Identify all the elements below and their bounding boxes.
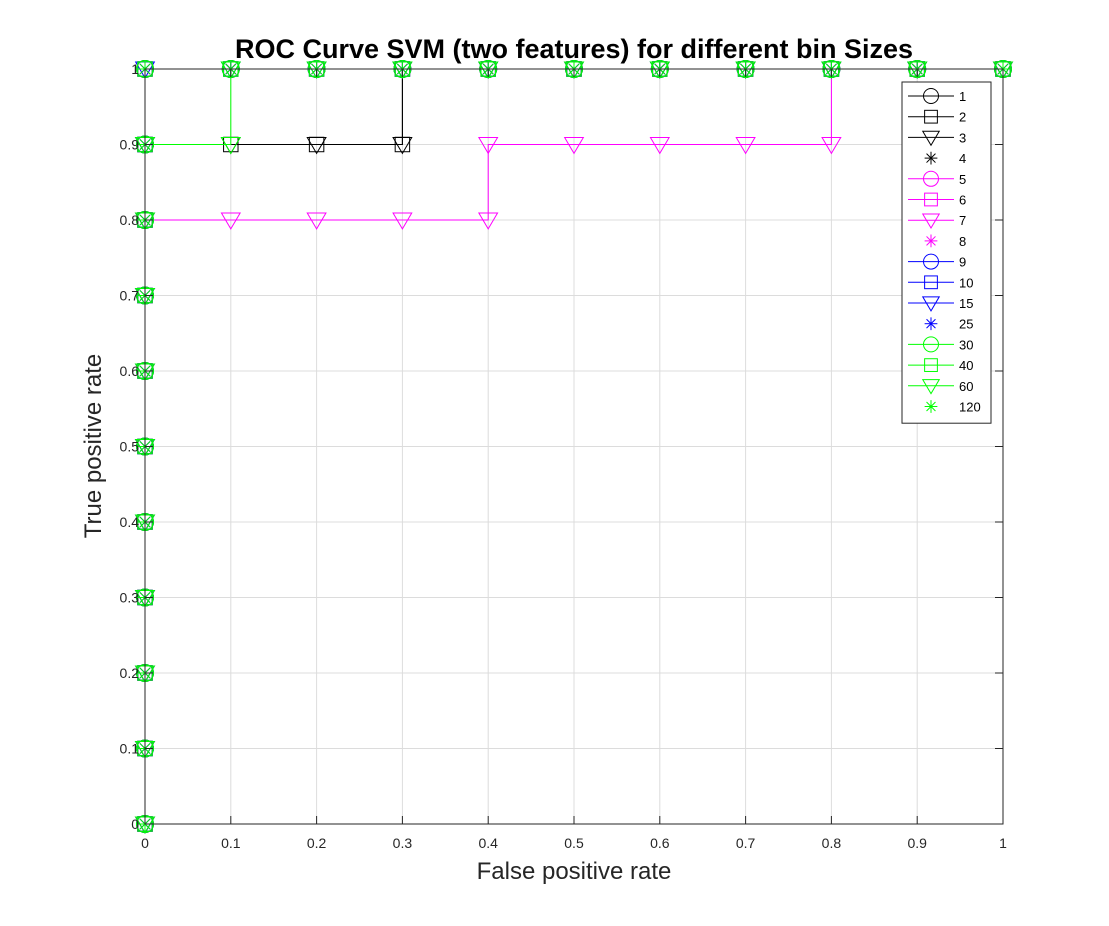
legend-marker xyxy=(924,151,938,165)
legend-label: 60 xyxy=(959,379,973,394)
legend-label: 9 xyxy=(959,255,966,270)
legend-item: 4 xyxy=(924,151,966,166)
legend-marker xyxy=(923,170,939,187)
legend-label: 7 xyxy=(959,213,966,228)
legend-marker xyxy=(923,253,939,270)
data-point xyxy=(563,136,585,155)
legend-item: 15 xyxy=(908,296,973,312)
x-tick-label: 1 xyxy=(999,835,1007,851)
ticks: 0 0.1 0.2 0.3 0.4 0.5 0.6 0.7 0.8 0.9 100.10.20.30… xyxy=(120,61,1008,851)
x-tick-label: 0.1 xyxy=(221,835,241,851)
legend-marker xyxy=(923,88,939,104)
legend-item: 40 xyxy=(908,358,973,373)
data-point xyxy=(306,136,327,155)
legend: 1 2 3 4 5 6 7 8 9 10 15 25 30 40 60 120 xyxy=(901,81,992,424)
x-tick-label: 0.8 xyxy=(822,835,842,851)
legend-marker xyxy=(923,336,939,353)
y-tick-label: 0.3 xyxy=(120,590,140,606)
legend-label: 15 xyxy=(959,296,973,311)
legend-label: 120 xyxy=(959,400,981,415)
y-tick-label: 0.1 xyxy=(120,741,140,757)
legend-label: 8 xyxy=(959,234,966,249)
y-tick-label: 0.6 xyxy=(120,363,140,379)
y-tick-label: 0.9 xyxy=(120,137,140,153)
legend-label: 2 xyxy=(959,110,966,125)
legend-label: 25 xyxy=(959,317,973,332)
legend-item: 5 xyxy=(908,170,966,187)
data-point xyxy=(477,212,499,230)
data-point xyxy=(220,136,242,155)
data-point xyxy=(306,212,327,230)
legend-item: 6 xyxy=(908,193,966,208)
legend-marker xyxy=(924,275,938,290)
data-point xyxy=(735,136,756,155)
legend-item: 120 xyxy=(924,400,981,415)
legend-marker xyxy=(921,213,941,230)
legend-label: 5 xyxy=(959,172,966,187)
x-tick-label: 0.2 xyxy=(307,835,327,851)
chart-title: ROC Curve SVM (two features) for differe… xyxy=(235,34,913,64)
legend-item: 60 xyxy=(908,379,973,395)
y-tick-label: 0.5 xyxy=(120,439,140,455)
legend-item: 8 xyxy=(924,234,966,249)
data-point xyxy=(477,136,499,155)
y-tick-label: 0 xyxy=(131,816,139,832)
legend-marker xyxy=(924,109,938,124)
y-tick-label: 1 xyxy=(131,61,139,77)
legend-item: 10 xyxy=(908,275,973,290)
y-tick-label: 0.2 xyxy=(120,665,140,681)
legend-label: 4 xyxy=(959,151,966,166)
legend-marker xyxy=(921,296,941,312)
legend-marker xyxy=(921,379,941,395)
legend-marker xyxy=(924,317,938,331)
y-tick-label: 0.4 xyxy=(120,514,140,530)
legend-label: 30 xyxy=(959,337,973,352)
legend-label: 40 xyxy=(959,358,973,373)
legend-marker xyxy=(921,130,941,147)
y-tick-label: 0.8 xyxy=(120,212,140,228)
data-point xyxy=(220,212,242,230)
legend-label: 10 xyxy=(959,275,973,290)
x-tick-label: 0.3 xyxy=(393,835,413,851)
legend-marker xyxy=(924,234,938,248)
data-point xyxy=(821,136,842,155)
legend-item: 9 xyxy=(908,253,966,270)
y-tick-label: 0.7 xyxy=(120,288,140,304)
legend-marker xyxy=(924,358,938,372)
data-point xyxy=(392,136,413,155)
legend-label: 1 xyxy=(959,89,966,104)
x-tick-label: 0.5 xyxy=(564,835,584,851)
legend-marker xyxy=(924,192,938,207)
legend-item: 2 xyxy=(908,110,966,125)
legend-label: 3 xyxy=(959,130,966,145)
legend-item: 3 xyxy=(908,130,966,147)
x-axis-label: False positive rate xyxy=(477,858,672,885)
legend-marker xyxy=(924,400,938,413)
y-axis-label: True positive rate xyxy=(80,354,107,539)
x-tick-label: 0.9 xyxy=(907,835,927,851)
x-tick-label: 0 xyxy=(141,835,149,851)
legend-box xyxy=(901,81,992,424)
legend-item: 7 xyxy=(908,213,966,230)
legend-label: 6 xyxy=(959,193,966,208)
data-point xyxy=(649,136,671,155)
legend-item: 25 xyxy=(924,317,973,332)
data-point xyxy=(392,212,413,230)
x-tick-label: 0.6 xyxy=(650,835,670,851)
legend-item: 30 xyxy=(908,336,973,353)
x-tick-label: 0.4 xyxy=(478,835,498,851)
legend-item: 1 xyxy=(908,88,966,104)
x-tick-label: 0.7 xyxy=(736,835,756,851)
